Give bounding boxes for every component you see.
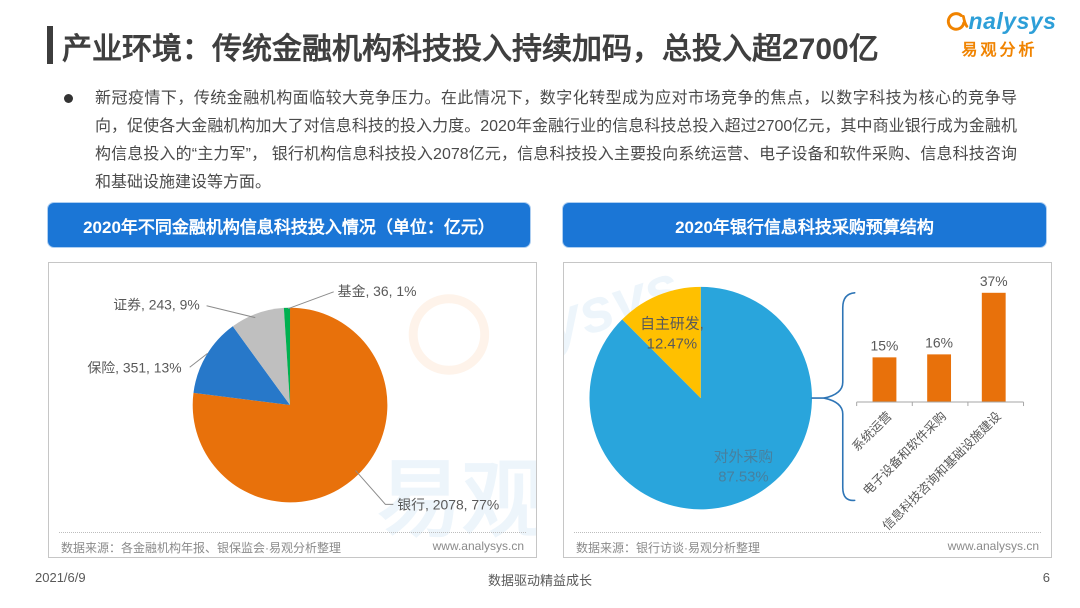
bar-category-1: 系统运营 [850, 409, 895, 454]
pie-slice-bank [192, 307, 388, 503]
bar-axis [856, 401, 1025, 407]
bar-equipment-software [927, 354, 952, 403]
institutions-pie-chart: 易观 基金, 36, 1% 证券, 243, 9% 保险, 351, 13% 银… [87, 283, 536, 547]
pie-label-external-name: 对外采购 [714, 449, 774, 466]
bar-consulting-infrastructure [981, 292, 1006, 403]
pie-label-bank: 银行, 2078, 77% [397, 496, 499, 512]
analysys-logo-icon [943, 9, 969, 35]
left-chart-header: 2020年不同金融机构信息科技投入情况（单位：亿元） [48, 203, 530, 247]
pie-label-inhouse-name: 自主研发, [640, 316, 704, 333]
pie-label-insurance: 保险, 351, 13% [87, 359, 181, 375]
pie-label-securities: 证券, 243, 9% [113, 297, 199, 313]
pie-label-inhouse-pct: 12.47% [647, 336, 697, 352]
pie-slice-external [589, 286, 812, 510]
right-website: www.analysys.cn [947, 539, 1039, 553]
right-chart-header: 2020年银行信息科技采购预算结构 [563, 203, 1046, 247]
bar-category-3: 信息科技咨询和基础设施建设 [879, 408, 1004, 533]
bullet-marker [64, 94, 73, 103]
procurement-structure-chart: ysys 自主研发, 12.47% 对外采购 87.53% [564, 263, 1025, 533]
svg-text:易观: 易观 [377, 453, 536, 547]
logo-brand-cn: 易观分析 [961, 42, 1038, 59]
bar-value-1: 15% [871, 337, 899, 353]
right-panel-separator [574, 532, 1041, 533]
left-data-source: 数据来源：各金融机构年报、银保监会·易观分析整理 [61, 541, 341, 555]
left-website: www.analysys.cn [432, 539, 524, 553]
brace-connector [811, 292, 856, 502]
analysys-logo: nalysys 易观分析 [937, 8, 1062, 60]
pie-label-external-pct: 87.53% [718, 470, 768, 486]
logo-brand-text: nalysys [968, 8, 1057, 34]
footer-date: 2021/6/9 [35, 570, 86, 585]
right-chart-panel: ysys 自主研发, 12.47% 对外采购 87.53% [563, 262, 1052, 558]
pie-slice-insurance [193, 326, 291, 406]
pie-slice-fund [283, 307, 291, 406]
bar-value-2: 16% [925, 334, 953, 350]
watermark-left: 易观 [377, 294, 536, 547]
pie-label-fund: 基金, 36, 1% [338, 283, 417, 299]
left-chart-panel: 易观 基金, 36, 1% 证券, 243, 9% 保险, 351, 13% 银… [48, 262, 537, 558]
procurement-bars: 15% 16% 37% 系统运营 电子设备和软件采购 信息科技咨询和基础设施建设 [850, 273, 1025, 533]
pie-slice-securities [232, 307, 291, 406]
bar-system-operation [872, 357, 897, 403]
page-title: 产业环境：传统金融机构科技投入持续加码，总投入超2700亿 [62, 33, 879, 66]
pie-leader-lines [189, 291, 394, 505]
right-data-source: 数据来源：银行访谈·易观分析整理 [576, 541, 760, 555]
title-accent-bar [47, 26, 53, 64]
summary-paragraph: 新冠疫情下，传统金融机构面临较大竞争压力。在此情况下，数字化转型成为应对市场竞争… [95, 90, 1017, 191]
footer-page-number: 6 [1042, 570, 1050, 585]
pie-slice-inhouse [622, 286, 701, 399]
footer-slogan: 数据驱动精益成长 [487, 573, 592, 588]
left-panel-separator [59, 532, 526, 533]
bar-value-3: 37% [980, 273, 1008, 289]
